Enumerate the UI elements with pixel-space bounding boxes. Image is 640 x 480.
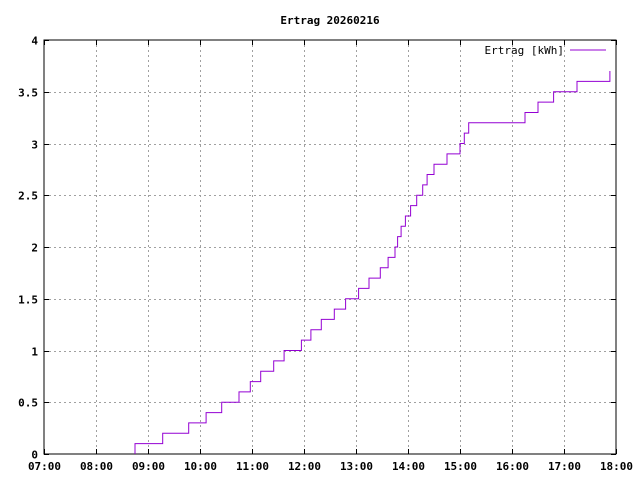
x-tick-label: 07:00 [28, 460, 61, 473]
y-tick-label: 4 [31, 35, 38, 48]
chart-title: Ertrag 20260216 [280, 14, 380, 27]
x-tick-label: 13:00 [340, 460, 373, 473]
y-tick-label: 2.5 [18, 190, 38, 203]
x-tick-label: 16:00 [496, 460, 529, 473]
legend: Ertrag [kWh] [485, 44, 606, 57]
legend-label: Ertrag [kWh] [485, 44, 564, 57]
y-tick-label: 0.5 [18, 397, 38, 410]
grid-layer [44, 40, 616, 454]
y-tick-label: 1 [31, 346, 38, 359]
series-line-ertrag [134, 71, 611, 454]
x-tick-label: 09:00 [132, 460, 165, 473]
x-tick-label: 17:00 [548, 460, 581, 473]
y-tick-label: 3 [31, 139, 38, 152]
x-tick-label: 12:00 [288, 460, 321, 473]
x-tick-label: 18:00 [600, 460, 633, 473]
y-tick-label: 2 [31, 242, 38, 255]
x-tick-label: 14:00 [392, 460, 425, 473]
y-tick-label: 3.5 [18, 87, 38, 100]
y-tick-label: 0 [31, 449, 38, 462]
x-tick-label: 15:00 [444, 460, 477, 473]
x-tick-label: 10:00 [184, 460, 217, 473]
x-tick-label: 11:00 [236, 460, 269, 473]
plot-frame [43, 39, 617, 455]
y-tick-label: 1.5 [18, 294, 38, 307]
labels-layer: 07:00 08:00 09:00 10:00 11:00 12:00 13:00 14:00… [18, 35, 633, 474]
x-tick-label: 08:00 [80, 460, 113, 473]
